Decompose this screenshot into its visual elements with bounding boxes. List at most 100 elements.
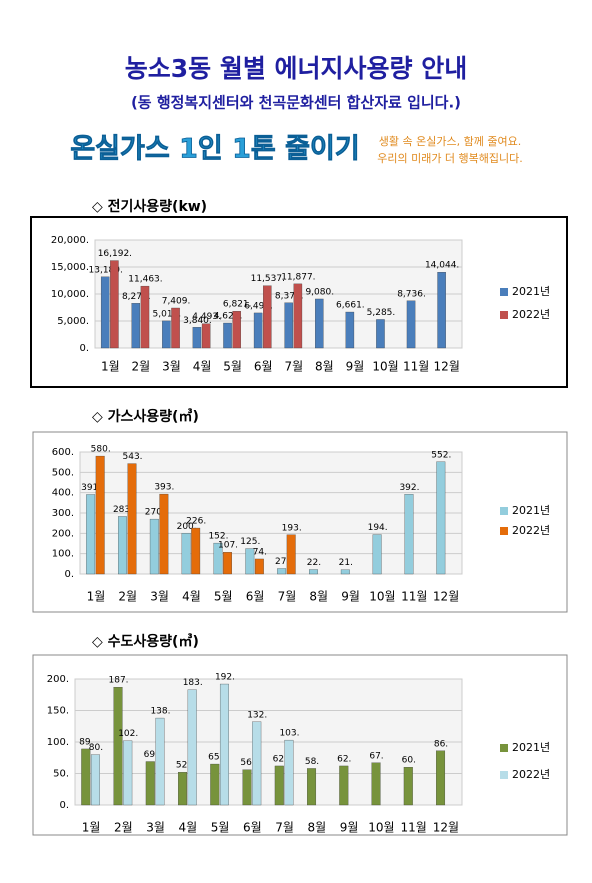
bar [284, 739, 294, 806]
data-label: 16,192. [98, 249, 132, 259]
bar [254, 558, 264, 575]
data-label: 132. [247, 710, 267, 720]
data-label: 138. [150, 707, 170, 717]
chart-title: ◇ 수도사용량(㎥) [92, 633, 199, 650]
x-tick-label: 7월 [275, 821, 294, 835]
bar [223, 552, 232, 575]
x-tick-label: 10월 [368, 821, 394, 835]
bar [123, 740, 133, 806]
data-label: 4,627. [214, 312, 243, 322]
bar [376, 319, 385, 349]
bar [253, 312, 263, 349]
bar [372, 534, 382, 575]
data-label: 193. [282, 523, 302, 533]
data-label: 183. [183, 678, 203, 688]
bar [277, 568, 287, 575]
y-tick-label: 150. [47, 706, 69, 717]
y-tick-label: 500. [52, 467, 74, 478]
data-label: 270. [145, 508, 165, 518]
data-label: 391. [81, 483, 101, 493]
bar [436, 750, 446, 806]
bar [284, 302, 293, 349]
legend-swatch [500, 507, 508, 515]
legend-label: 2021년 [512, 285, 550, 298]
chart-title: ◇ 가스사용량(㎥) [92, 408, 199, 425]
bar [113, 687, 123, 806]
bar [95, 455, 105, 575]
bar [252, 721, 262, 806]
data-label: 9,080. [305, 287, 334, 297]
x-tick-label: 1월 [101, 360, 120, 374]
data-label: 80. [89, 743, 103, 753]
data-label: 7,409. [162, 296, 191, 306]
bar [274, 765, 284, 806]
bar [345, 311, 355, 349]
data-label: 22. [307, 558, 321, 568]
x-tick-label: 2월 [114, 821, 133, 835]
x-tick-label: 8월 [315, 360, 334, 374]
x-tick-label: 7월 [278, 590, 297, 604]
data-label: 21. [339, 558, 353, 568]
bar [90, 754, 100, 806]
x-tick-label: 12월 [434, 360, 460, 374]
data-label: 3,840. [183, 316, 212, 326]
y-tick-label: 300. [52, 508, 74, 519]
data-label: 192. [215, 673, 235, 683]
bar [219, 683, 229, 806]
y-tick-label: 400. [52, 488, 74, 499]
x-tick-label: 3월 [150, 590, 169, 604]
bar [437, 272, 446, 349]
bar [86, 494, 96, 575]
x-tick-label: 3월 [162, 360, 181, 374]
x-tick-label: 12월 [433, 590, 459, 604]
bar [201, 323, 211, 349]
page-subtitle: (동 행정복지센터와 천곡문화센터 합산자료 입니다.) [131, 94, 461, 112]
data-label: 52. [176, 761, 190, 771]
data-label: 13,180. [89, 265, 123, 275]
data-label: 200. [177, 522, 197, 532]
x-tick-label: 11월 [401, 590, 427, 604]
x-tick-label: 4월 [193, 360, 212, 374]
x-tick-label: 12월 [433, 821, 459, 835]
legend-swatch [500, 288, 508, 296]
data-label: 8,374. [275, 291, 304, 301]
legend-label: 2022년 [512, 768, 550, 781]
data-label: 8,279. [122, 292, 151, 302]
data-label: 60. [402, 756, 416, 766]
data-label: 62. [273, 754, 287, 764]
y-tick-label: 20,000. [51, 235, 89, 246]
data-label: 86. [434, 739, 448, 749]
data-label: 65. [208, 753, 222, 763]
x-tick-label: 7월 [284, 360, 303, 374]
data-label: 11,877. [281, 272, 315, 282]
bar [309, 569, 318, 575]
bar [403, 767, 413, 806]
bar [223, 322, 232, 349]
y-tick-label: 0. [79, 343, 89, 354]
bar [315, 298, 324, 349]
x-tick-label: 2월 [118, 590, 137, 604]
banner-line: 생활 속 온실가스, 함께 줄여요. [379, 134, 521, 148]
data-label: 62. [337, 754, 351, 764]
legend-swatch [500, 311, 508, 319]
bar [192, 327, 202, 349]
bar [263, 285, 272, 349]
bar [178, 772, 188, 806]
bar [187, 689, 197, 806]
bar [245, 548, 255, 575]
data-label: 6,821. [223, 300, 252, 310]
data-label: 5,285. [367, 308, 396, 318]
data-label: 102. [118, 729, 138, 739]
legend-label: 2021년 [512, 741, 550, 754]
x-tick-label: 6월 [254, 360, 273, 374]
bar [100, 276, 110, 349]
banner-line: 우리의 미래가 더 행복해집니다. [377, 151, 523, 165]
data-label: 6,661. [336, 301, 365, 311]
y-tick-label: 100. [52, 549, 74, 560]
bar [155, 717, 165, 806]
bar [307, 768, 317, 806]
x-tick-label: 6월 [243, 821, 262, 835]
bar [149, 518, 159, 575]
bar [171, 307, 180, 349]
